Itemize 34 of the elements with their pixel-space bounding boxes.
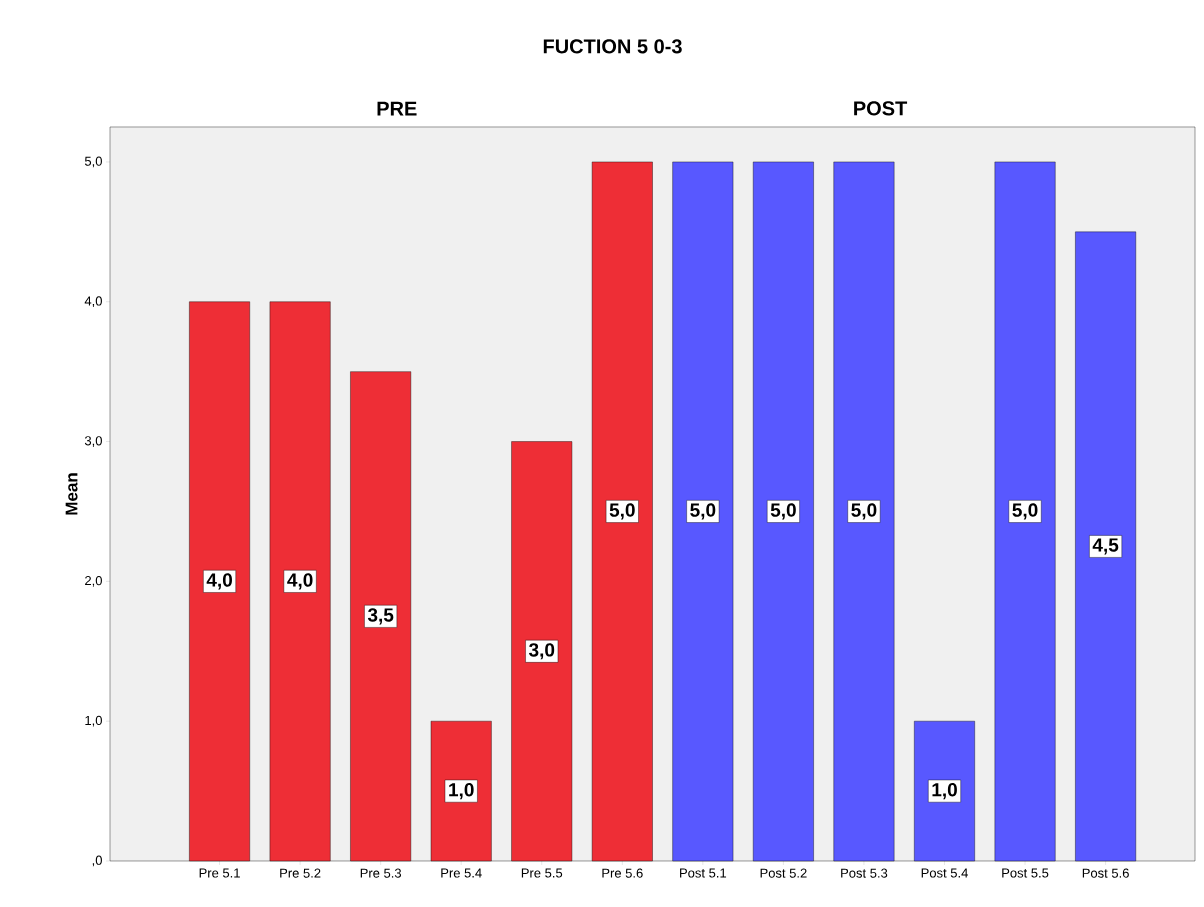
data-label: 5,0 (1012, 503, 1038, 520)
y-tick-label: ,0 (92, 855, 102, 867)
x-tick-label: Pre 5.4 (441, 868, 482, 878)
y-tick-label: 3,0 (84, 436, 102, 447)
data-label: 1,0 (932, 782, 957, 800)
data-label: 5,0 (851, 503, 877, 520)
y-tick-label: 4,0 (84, 296, 102, 308)
data-label: 4,0 (287, 573, 313, 590)
x-tick-label: Post 5.5 (1002, 868, 1049, 878)
data-label: 1,0 (449, 782, 474, 800)
x-tick-label: Post 5.2 (760, 868, 807, 878)
x-tick-label: Post 5.6 (1082, 868, 1129, 878)
y-tick-label: 1,0 (85, 715, 102, 727)
data-label: 4,0 (206, 573, 232, 590)
text: PRE (377, 101, 417, 116)
x-tick-label: Post 5.4 (921, 868, 968, 878)
x-tick-label: Pre 5.1 (199, 868, 240, 878)
y-tick-label: 5,0 (84, 156, 102, 168)
x-tick-label: Pre 5.2 (280, 868, 321, 878)
data-label: 5,0 (690, 503, 716, 520)
y-tick-label: 2,0 (85, 575, 102, 587)
chart-title: FUCTION 5 0-3 (543, 39, 682, 54)
x-tick-label: Pre 5.3 (360, 868, 402, 878)
data-label: 5,0 (609, 503, 635, 520)
data-label: 4,5 (1092, 538, 1119, 555)
x-tick-label: Pre 5.5 (521, 868, 563, 878)
x-tick-label: Post 5.1 (680, 868, 727, 878)
x-tick-label: Post 5.3 (841, 868, 888, 878)
text: POST (854, 101, 908, 116)
data-label: 3,0 (528, 643, 555, 660)
data-label: 3,5 (367, 608, 394, 625)
data-label: 5,0 (770, 503, 796, 520)
x-tick-label: Pre 5.6 (602, 868, 643, 878)
y-axis-title: Mean (65, 473, 78, 515)
